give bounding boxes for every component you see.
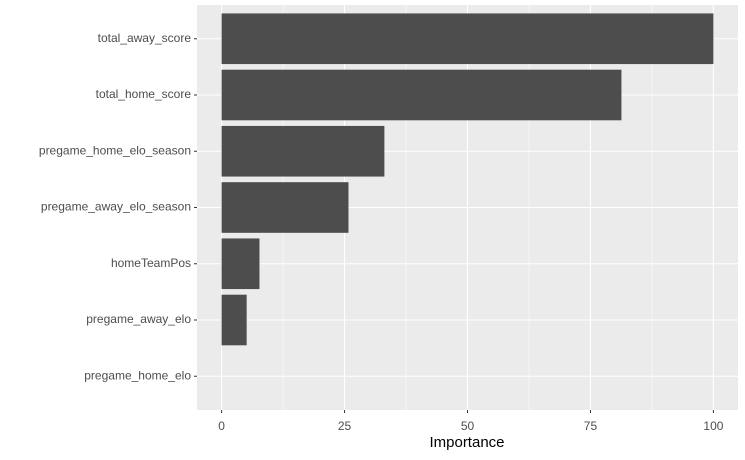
x-tick-label: 100 (703, 419, 723, 433)
y-tick-label: pregame_home_elo_season (39, 143, 191, 157)
bar (221, 238, 260, 290)
y-tick-label: pregame_away_elo_season (41, 200, 191, 214)
bar (221, 294, 247, 346)
x-tick-label: 75 (584, 419, 598, 433)
x-tick-label: 50 (461, 419, 475, 433)
bar (221, 125, 385, 177)
bar (221, 182, 349, 233)
y-tick-label: pregame_away_elo (86, 312, 191, 326)
x-tick-label: 25 (338, 419, 352, 433)
y-tick-label: total_home_score (96, 87, 192, 101)
bar (221, 13, 714, 65)
bar (221, 69, 622, 121)
y-tick-label: pregame_home_elo (84, 368, 191, 382)
y-tick-label: homeTeamPos (111, 256, 191, 270)
y-tick-label: total_away_score (98, 31, 192, 45)
x-axis-title: Importance (429, 434, 504, 451)
x-tick-label: 0 (218, 419, 225, 433)
